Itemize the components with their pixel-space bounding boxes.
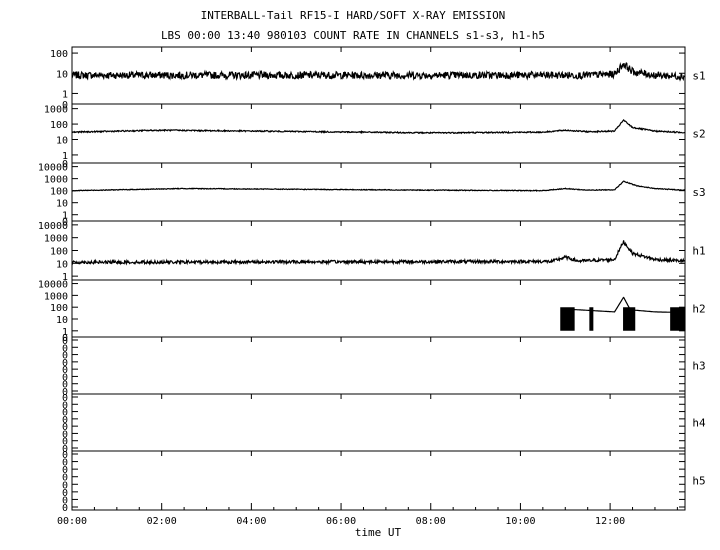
y-tick-label-s3: 1 xyxy=(62,211,68,222)
x-axis-label: time UT xyxy=(355,526,402,539)
y-tick-label-h3: 0 xyxy=(62,387,68,398)
y-tick-label-h4: 0 xyxy=(62,400,68,411)
channel-label-h1: h1 xyxy=(692,245,705,258)
x-tick-label: 12:00 xyxy=(595,516,625,527)
y-tick-label-s3: 100 xyxy=(50,187,68,198)
channel-label-s3: s3 xyxy=(692,186,705,199)
y-tick-label-s3: 10 xyxy=(56,199,68,210)
y-tick-label-h5: 0 xyxy=(62,480,68,491)
y-tick-label-h4: 0 xyxy=(62,415,68,426)
channel-label-h3: h3 xyxy=(692,360,705,373)
series-s1 xyxy=(71,62,686,82)
y-tick-label-h2: 100 xyxy=(50,303,68,314)
panel-frame-h3 xyxy=(71,336,686,395)
series-s2 xyxy=(71,118,686,135)
chart-title: INTERBALL-Tail RF15-I HARD/SOFT X-RAY EM… xyxy=(201,9,506,22)
y-tick-label-h2: 1000 xyxy=(44,291,68,302)
y-tick-label-s2: 1000 xyxy=(44,105,68,116)
y-tick-label-h5: 0 xyxy=(62,503,68,514)
y-tick-label-h4: 0 xyxy=(62,444,68,455)
y-tick-label-s1: 0 xyxy=(62,100,68,111)
panel-frame-s2 xyxy=(71,103,686,164)
y-tick-label-h1: 1 xyxy=(62,272,68,283)
x-tick-label: 00:00 xyxy=(57,516,87,527)
y-tick-label-s2: 100 xyxy=(50,120,68,131)
channel-label-h5: h5 xyxy=(692,475,705,488)
y-tick-label-h3: 0 xyxy=(62,380,68,391)
panel-s1: s1 100 10 10 xyxy=(50,46,706,111)
y-tick-label-h3: 0 xyxy=(62,351,68,362)
channel-label-s1: s1 xyxy=(692,70,705,83)
y-tick-label-h4: 0 xyxy=(62,393,68,404)
y-tick-label-h5: 0 xyxy=(62,458,68,469)
y-tick-label-h5: 0 xyxy=(62,495,68,506)
y-tick-label-h2: 1 xyxy=(62,327,68,338)
panel-frame-s3 xyxy=(71,162,686,222)
x-tick-label: 08:00 xyxy=(416,516,446,527)
channel-panels: s11001010s210001001010s31000010001001010… xyxy=(38,46,706,514)
y-tick-label-h3: 0 xyxy=(62,336,68,347)
x-tick-label: 06:00 xyxy=(326,516,356,527)
y-tick-label-h5: 0 xyxy=(62,450,68,461)
series-h2-burst xyxy=(560,307,575,331)
y-tick-label-s3: 10000 xyxy=(38,163,68,174)
y-tick-label-h3: 0 xyxy=(62,365,68,376)
y-tick-label-h1: 1000 xyxy=(44,234,68,245)
y-tick-label-h2: 10 xyxy=(56,315,68,326)
y-tick-label-s2: 1 xyxy=(62,151,68,162)
y-tick-label-s2: 10 xyxy=(56,136,68,147)
x-tick-label: 02:00 xyxy=(147,516,177,527)
y-tick-label-s1: 10 xyxy=(56,69,68,80)
y-tick-label-h1: 10 xyxy=(56,259,68,270)
y-tick-label-h4: 0 xyxy=(62,437,68,448)
y-tick-label-h2: 10000 xyxy=(38,280,68,291)
series-h2-burst xyxy=(623,307,636,331)
y-tick-label-h3: 0 xyxy=(62,358,68,369)
y-tick-label-h4: 0 xyxy=(62,408,68,419)
y-tick-label-h1: 10000 xyxy=(38,221,68,232)
y-tick-label-s1: 100 xyxy=(50,49,68,60)
y-tick-label-s3: 0 xyxy=(62,217,68,228)
y-tick-label-h3: 0 xyxy=(62,343,68,354)
y-tick-label-h4: 0 xyxy=(62,429,68,440)
channel-label-h2: h2 xyxy=(692,303,705,316)
series-h2-burst xyxy=(589,307,594,331)
y-tick-label-h3: 0 xyxy=(62,372,68,383)
x-tick-label: 10:00 xyxy=(505,516,535,527)
series-h2-burst xyxy=(670,307,686,331)
panel-frame-h1 xyxy=(71,220,686,281)
panel-frame-h5 xyxy=(71,450,686,511)
x-tick-label: 04:00 xyxy=(236,516,266,527)
channel-label-s2: s2 xyxy=(692,128,705,141)
y-tick-label-h1: 100 xyxy=(50,247,68,258)
y-tick-label-s2: 0 xyxy=(62,159,68,170)
y-tick-label-h2: 0 xyxy=(62,333,68,344)
x-axis: 00:00 02:00 04:00 06:00 08:00 10:00 12:00 xyxy=(57,47,678,527)
series-h1 xyxy=(71,240,686,266)
channel-label-h4: h4 xyxy=(692,417,706,430)
y-tick-label-h4: 0 xyxy=(62,422,68,433)
series-h2 xyxy=(560,296,685,314)
y-tick-label-h5: 0 xyxy=(62,488,68,499)
y-tick-label-s3: 1000 xyxy=(44,175,68,186)
series-s3 xyxy=(71,180,686,193)
y-tick-label-s1: 1 xyxy=(62,89,68,100)
y-tick-label-h5: 0 xyxy=(62,465,68,476)
panel-frame-h4 xyxy=(71,393,686,452)
y-tick-label-h5: 0 xyxy=(62,473,68,484)
chart-subtitle: LBS 00:00 13:40 980103 COUNT RATE IN CHA… xyxy=(161,29,545,42)
